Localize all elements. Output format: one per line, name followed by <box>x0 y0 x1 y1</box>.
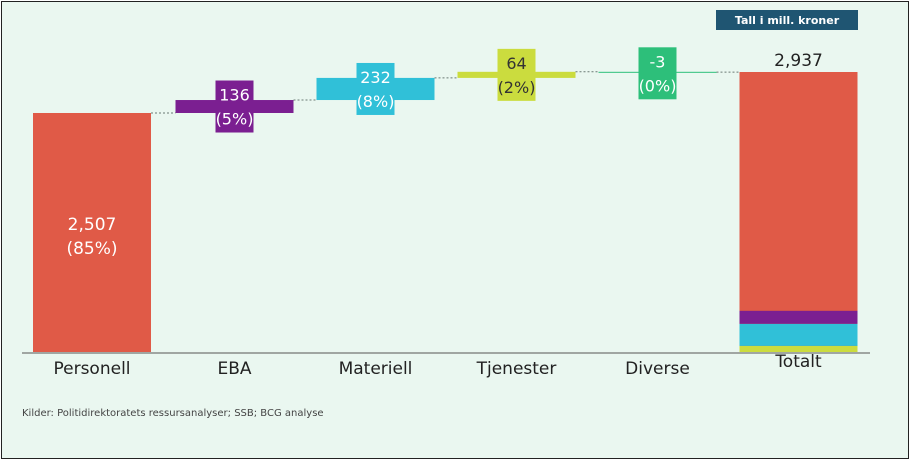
share-label-materiell: (8%) <box>357 92 395 111</box>
category-label-eba: EBA <box>217 359 251 379</box>
total-segment-eba <box>739 310 858 324</box>
unit-badge: Tall i mill. kroner <box>716 10 858 30</box>
value-label-tjenester: 64 <box>506 54 526 73</box>
bar-personell <box>33 112 151 353</box>
share-label-tjenester: (2%) <box>498 78 536 97</box>
value-label-diverse: -3 <box>650 52 666 71</box>
total-segment-tjenester <box>739 345 858 352</box>
bar-totalt <box>739 72 858 352</box>
source-note: Kilder: Politidirektoratets ressursanaly… <box>22 408 324 419</box>
value-label-personell: 2,507 <box>68 215 117 235</box>
share-label-diverse: (0%) <box>639 76 677 95</box>
category-label-diverse: Diverse <box>625 359 690 379</box>
total-segment-materiell <box>739 323 858 346</box>
share-label-personell: (85%) <box>66 239 117 259</box>
label-box-diverse <box>638 47 677 100</box>
category-label-personell: Personell <box>53 359 130 379</box>
category-label-tjenester: Tjenester <box>476 359 557 379</box>
label-box-eba <box>215 80 254 133</box>
share-label-eba: (5%) <box>216 110 254 129</box>
value-label-totalt: 2,937 <box>774 51 823 71</box>
category-label-materiell: Materiell <box>339 359 413 379</box>
value-label-eba: 136 <box>219 86 250 105</box>
label-box-materiell <box>356 62 395 115</box>
value-label-materiell: 232 <box>360 68 391 87</box>
category-label-totalt: Totalt <box>774 352 822 372</box>
label-box-tjenester <box>497 48 536 101</box>
